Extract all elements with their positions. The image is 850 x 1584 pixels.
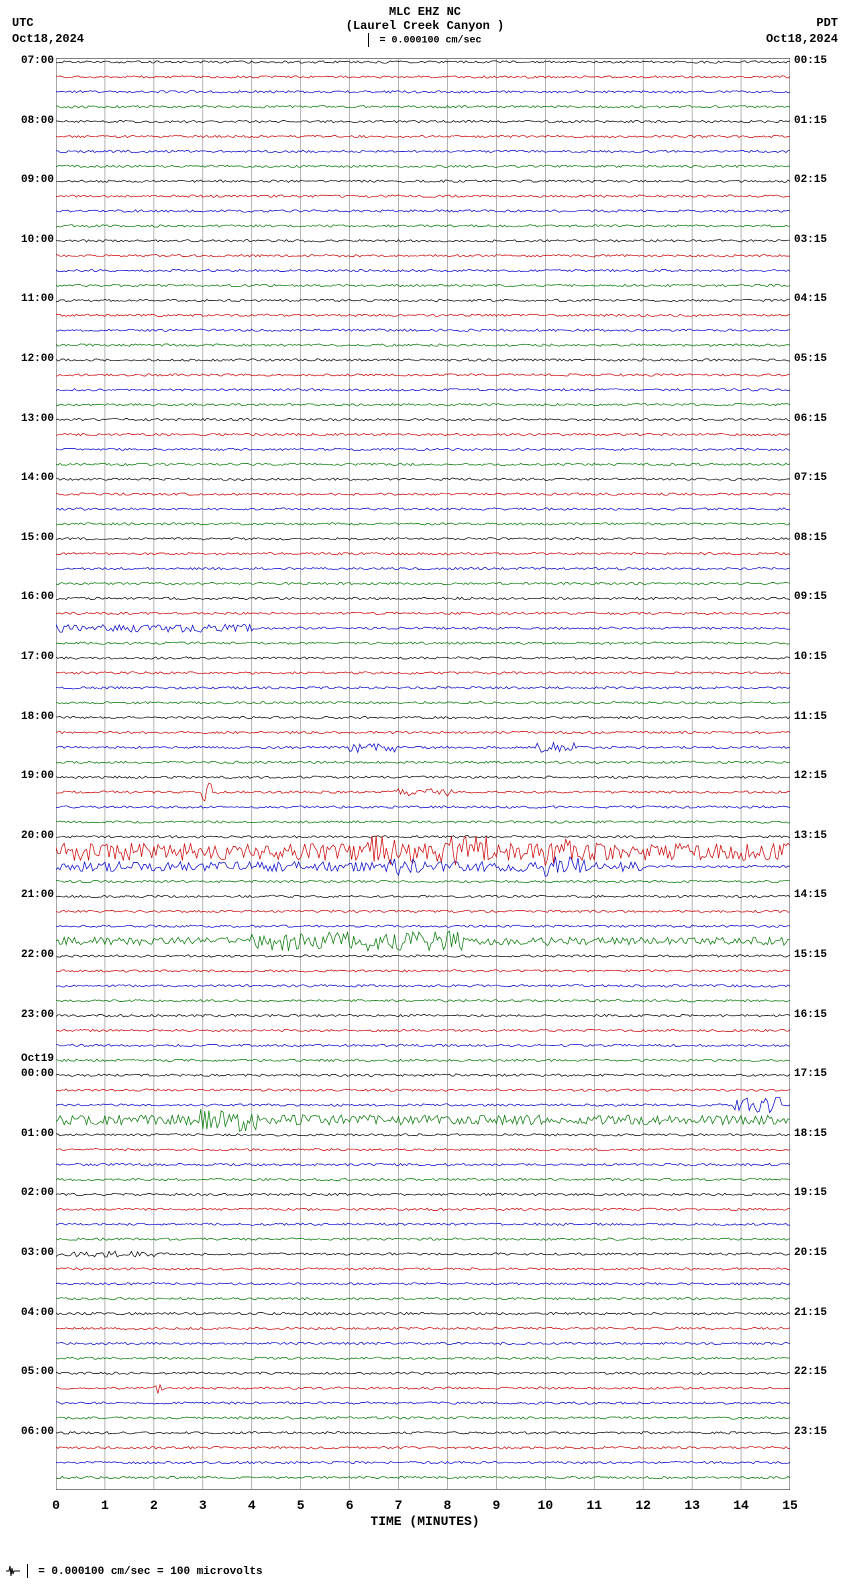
date-separator: Oct19 (21, 1053, 54, 1065)
x-tick-label: 14 (733, 1498, 749, 1513)
scale-text: = 0.000100 cm/sec (379, 36, 481, 47)
utc-time-label: 20:00 (21, 830, 54, 842)
x-tick-label: 11 (586, 1498, 602, 1513)
date-right: Oct18,2024 (766, 32, 838, 48)
date-left: Oct18,2024 (12, 32, 84, 48)
utc-time-label: 12:00 (21, 353, 54, 365)
utc-time-label: 18:00 (21, 711, 54, 723)
x-tick-label: 6 (346, 1498, 354, 1513)
utc-time-label: 21:00 (21, 889, 54, 901)
utc-time-label: 00:00 (21, 1068, 54, 1080)
utc-time-label: 22:00 (21, 949, 54, 961)
scale-indicator: = 0.000100 cm/sec (0, 33, 850, 47)
x-tick-label: 4 (248, 1498, 256, 1513)
pdt-time-label: 19:15 (794, 1187, 827, 1199)
utc-time-label: 08:00 (21, 115, 54, 127)
x-tick-label: 15 (782, 1498, 798, 1513)
pdt-time-label: 17:15 (794, 1068, 827, 1080)
utc-time-label: 17:00 (21, 651, 54, 663)
pdt-time-label: 16:15 (794, 1009, 827, 1021)
x-axis-title: TIME (MINUTES) (0, 1514, 850, 1529)
pdt-time-label: 02:15 (794, 174, 827, 186)
utc-time-label: 23:00 (21, 1009, 54, 1021)
x-tick-label: 3 (199, 1498, 207, 1513)
pdt-time-label: 00:15 (794, 55, 827, 67)
pdt-time-label: 22:15 (794, 1366, 827, 1378)
x-tick-label: 10 (538, 1498, 554, 1513)
utc-time-label: 11:00 (21, 293, 54, 305)
utc-time-label: 10:00 (21, 234, 54, 246)
pdt-time-label: 09:15 (794, 591, 827, 603)
x-tick-label: 5 (297, 1498, 305, 1513)
pdt-time-label: 10:15 (794, 651, 827, 663)
tz-left-block: UTC Oct18,2024 (12, 16, 84, 47)
pdt-time-label: 21:15 (794, 1307, 827, 1319)
utc-time-label: 14:00 (21, 472, 54, 484)
pdt-time-label: 06:15 (794, 413, 827, 425)
pdt-time-label: 01:15 (794, 115, 827, 127)
pdt-time-label: 12:15 (794, 770, 827, 782)
scale-waveform-icon (6, 1564, 20, 1578)
utc-time-label: 15:00 (21, 532, 54, 544)
pdt-time-label: 23:15 (794, 1426, 827, 1438)
x-tick-label: 7 (395, 1498, 403, 1513)
utc-time-label: 16:00 (21, 591, 54, 603)
utc-time-label: 01:00 (21, 1128, 54, 1140)
x-tick-label: 9 (492, 1498, 500, 1513)
pdt-time-label: 14:15 (794, 889, 827, 901)
pdt-time-label: 08:15 (794, 532, 827, 544)
header: MLC EHZ NC (Laurel Creek Canyon ) = 0.00… (0, 5, 850, 47)
station-title: MLC EHZ NC (0, 5, 850, 19)
utc-time-label: 05:00 (21, 1366, 54, 1378)
x-tick-label: 0 (52, 1498, 60, 1513)
utc-time-label: 02:00 (21, 1187, 54, 1199)
scale-bar-icon (27, 1564, 28, 1578)
x-tick-label: 2 (150, 1498, 158, 1513)
pdt-time-label: 05:15 (794, 353, 827, 365)
pdt-time-label: 20:15 (794, 1247, 827, 1259)
pdt-time-label: 11:15 (794, 711, 827, 723)
tz-right-block: PDT Oct18,2024 (766, 16, 838, 47)
x-tick-label: 13 (684, 1498, 700, 1513)
x-tick-label: 8 (444, 1498, 452, 1513)
utc-time-label: 13:00 (21, 413, 54, 425)
pdt-time-label: 13:15 (794, 830, 827, 842)
footer-scale: = 0.000100 cm/sec = 100 microvolts (6, 1564, 263, 1578)
utc-time-label: 03:00 (21, 1247, 54, 1259)
location-title: (Laurel Creek Canyon ) (0, 19, 850, 33)
utc-time-label: 06:00 (21, 1426, 54, 1438)
pdt-time-label: 07:15 (794, 472, 827, 484)
pdt-time-label: 04:15 (794, 293, 827, 305)
tz-left: UTC (12, 16, 84, 32)
utc-time-label: 07:00 (21, 55, 54, 67)
utc-time-label: 04:00 (21, 1307, 54, 1319)
utc-time-label: 09:00 (21, 174, 54, 186)
utc-time-label: 19:00 (21, 770, 54, 782)
pdt-time-label: 15:15 (794, 949, 827, 961)
tz-right: PDT (766, 16, 838, 32)
x-tick-label: 1 (101, 1498, 109, 1513)
pdt-time-label: 03:15 (794, 234, 827, 246)
footer-text: = 0.000100 cm/sec = 100 microvolts (38, 1566, 262, 1578)
helicorder-plot (56, 58, 790, 1490)
pdt-time-label: 18:15 (794, 1128, 827, 1140)
scale-bar-icon (368, 33, 369, 47)
x-tick-label: 12 (635, 1498, 651, 1513)
